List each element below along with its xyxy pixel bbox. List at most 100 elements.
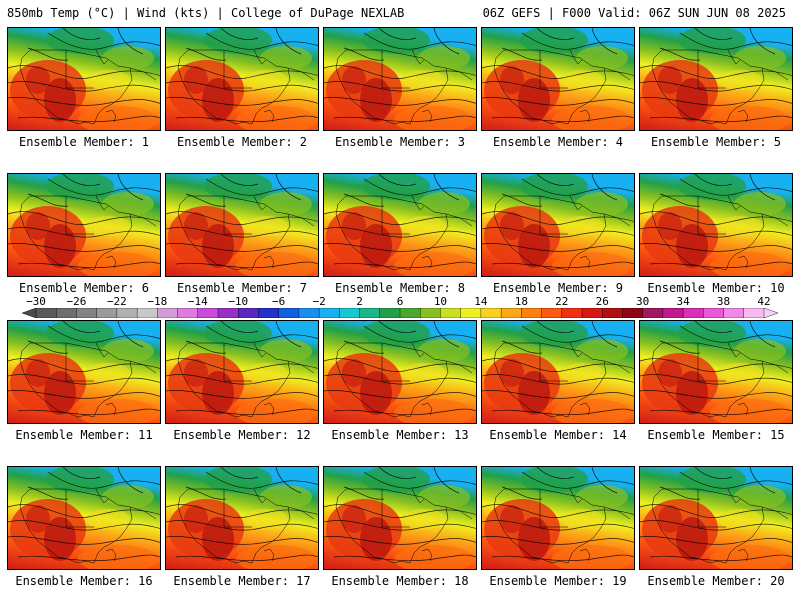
ensemble-caption: Ensemble Member: 3 bbox=[334, 135, 466, 149]
map-image bbox=[482, 321, 635, 424]
colorbar-segment bbox=[521, 308, 543, 318]
colorbar-segment bbox=[258, 308, 280, 318]
colorbar-segment bbox=[35, 308, 57, 318]
colorbar-tick-label: −10 bbox=[228, 295, 249, 308]
colorbar-segment bbox=[238, 308, 259, 318]
colorbar-tick-label: 18 bbox=[514, 295, 528, 308]
colorbar-segment bbox=[278, 308, 300, 318]
colorbar-segment bbox=[96, 308, 118, 318]
colorbar-segment bbox=[723, 308, 745, 318]
ensemble-caption: Ensemble Member: 4 bbox=[492, 135, 624, 149]
ensemble-map-17 bbox=[165, 466, 319, 570]
colorbar-segment bbox=[217, 308, 239, 318]
colorbar-segment bbox=[116, 308, 138, 318]
map-image bbox=[640, 174, 793, 277]
colorbar-bar bbox=[21, 308, 779, 318]
colorbar-tick-label: 30 bbox=[636, 295, 650, 308]
colorbar-segment bbox=[399, 308, 421, 318]
ensemble-caption: Ensemble Member: 18 bbox=[331, 574, 469, 588]
product-title: 850mb Temp (°C) | Wind (kts) | College o… bbox=[7, 6, 405, 20]
ensemble-map-11 bbox=[7, 320, 161, 424]
ensemble-map-2 bbox=[165, 27, 319, 131]
ensemble-caption: Ensemble Member: 13 bbox=[331, 428, 469, 442]
ensemble-map-18 bbox=[323, 466, 477, 570]
colorbar-segment bbox=[541, 308, 563, 318]
ensemble-map-14 bbox=[481, 320, 635, 424]
colorbar-segment bbox=[682, 308, 704, 318]
ensemble-caption: Ensemble Member: 7 bbox=[176, 281, 308, 295]
colorbar-segment bbox=[197, 308, 219, 318]
ensemble-map-9 bbox=[481, 173, 635, 277]
colorbar-tick-label: 10 bbox=[433, 295, 448, 308]
colorbar-segment bbox=[298, 308, 320, 318]
ensemble-map-15 bbox=[639, 320, 793, 424]
colorbar-segment bbox=[622, 308, 644, 318]
map-image bbox=[324, 467, 477, 570]
colorbar-low-arrow bbox=[21, 308, 37, 318]
ensemble-caption: Ensemble Member: 20 bbox=[647, 574, 785, 588]
colorbar-tick-label: −18 bbox=[147, 295, 168, 308]
colorbar-tick-label: 14 bbox=[474, 295, 488, 308]
colorbar-tick-label: −22 bbox=[106, 295, 127, 308]
colorbar-segment bbox=[76, 308, 98, 318]
ensemble-map-7 bbox=[165, 173, 319, 277]
map-image bbox=[8, 321, 161, 424]
ensemble-caption: Ensemble Member: 15 bbox=[647, 428, 785, 442]
ensemble-caption: Ensemble Member: 6 bbox=[18, 281, 150, 295]
colorbar-tick-label: 26 bbox=[595, 295, 609, 308]
colorbar-segment bbox=[460, 308, 482, 318]
map-image bbox=[482, 28, 635, 131]
colorbar-segment bbox=[440, 308, 462, 318]
map-image bbox=[8, 467, 161, 570]
colorbar-tick-label: 34 bbox=[676, 295, 690, 308]
ensemble-map-6 bbox=[7, 173, 161, 277]
ensemble-map-16 bbox=[7, 466, 161, 570]
colorbar-segment bbox=[359, 308, 381, 318]
ensemble-map-19 bbox=[481, 466, 635, 570]
map-image bbox=[482, 467, 635, 570]
ensemble-caption: Ensemble Member: 5 bbox=[650, 135, 782, 149]
colorbar-segment bbox=[703, 308, 725, 318]
colorbar-tick-label: 42 bbox=[757, 295, 771, 308]
ensemble-caption: Ensemble Member: 17 bbox=[173, 574, 311, 588]
colorbar-tick-label: −14 bbox=[187, 295, 208, 308]
colorbar-tick-label: −2 bbox=[312, 295, 326, 308]
ensemble-map-10 bbox=[639, 173, 793, 277]
ensemble-map-5 bbox=[639, 27, 793, 131]
map-image bbox=[324, 174, 477, 277]
ensemble-map-20 bbox=[639, 466, 793, 570]
header: 850mb Temp (°C) | Wind (kts) | College o… bbox=[0, 0, 800, 24]
map-image bbox=[640, 28, 793, 131]
colorbar-segment bbox=[500, 308, 522, 318]
colorbar-tick-label: −6 bbox=[272, 295, 286, 308]
ensemble-caption: Ensemble Member: 8 bbox=[334, 281, 466, 295]
map-image bbox=[8, 28, 161, 131]
map-image bbox=[324, 28, 477, 131]
map-image bbox=[482, 174, 635, 277]
colorbar-segment bbox=[743, 308, 765, 318]
ensemble-map-4 bbox=[481, 27, 635, 131]
ensemble-caption: Ensemble Member: 14 bbox=[489, 428, 627, 442]
colorbar-tick-label: −26 bbox=[66, 295, 87, 308]
map-image bbox=[8, 174, 161, 277]
colorbar-segment bbox=[480, 308, 502, 318]
temperature-colorbar: −30 −26 −22 −18 −14 −10 −6 −2 2 6 10 14 18 22 26 30 34 38… bbox=[0, 295, 800, 319]
colorbar-segment bbox=[662, 308, 684, 318]
colorbar-segment bbox=[642, 308, 664, 318]
colorbar-tick-label: 22 bbox=[555, 295, 569, 308]
colorbar-segment bbox=[561, 308, 583, 318]
colorbar-segment bbox=[157, 308, 179, 318]
map-image bbox=[640, 467, 793, 570]
colorbar-segment bbox=[602, 308, 623, 318]
ensemble-caption: Ensemble Member: 1 bbox=[18, 135, 150, 149]
colorbar-tick-label: 6 bbox=[396, 295, 404, 308]
map-image bbox=[166, 321, 319, 424]
map-image bbox=[324, 321, 477, 424]
colorbar-segment bbox=[420, 308, 441, 318]
colorbar-labels: −30 −26 −22 −18 −14 −10 −6 −2 2 6 10 14 18 22 26 30 34 38… bbox=[0, 295, 800, 308]
colorbar-high-arrow bbox=[763, 308, 779, 318]
colorbar-segment bbox=[177, 308, 199, 318]
ensemble-caption: Ensemble Member: 10 bbox=[647, 281, 785, 295]
colorbar-segment bbox=[581, 308, 603, 318]
colorbar-segment bbox=[339, 308, 361, 318]
